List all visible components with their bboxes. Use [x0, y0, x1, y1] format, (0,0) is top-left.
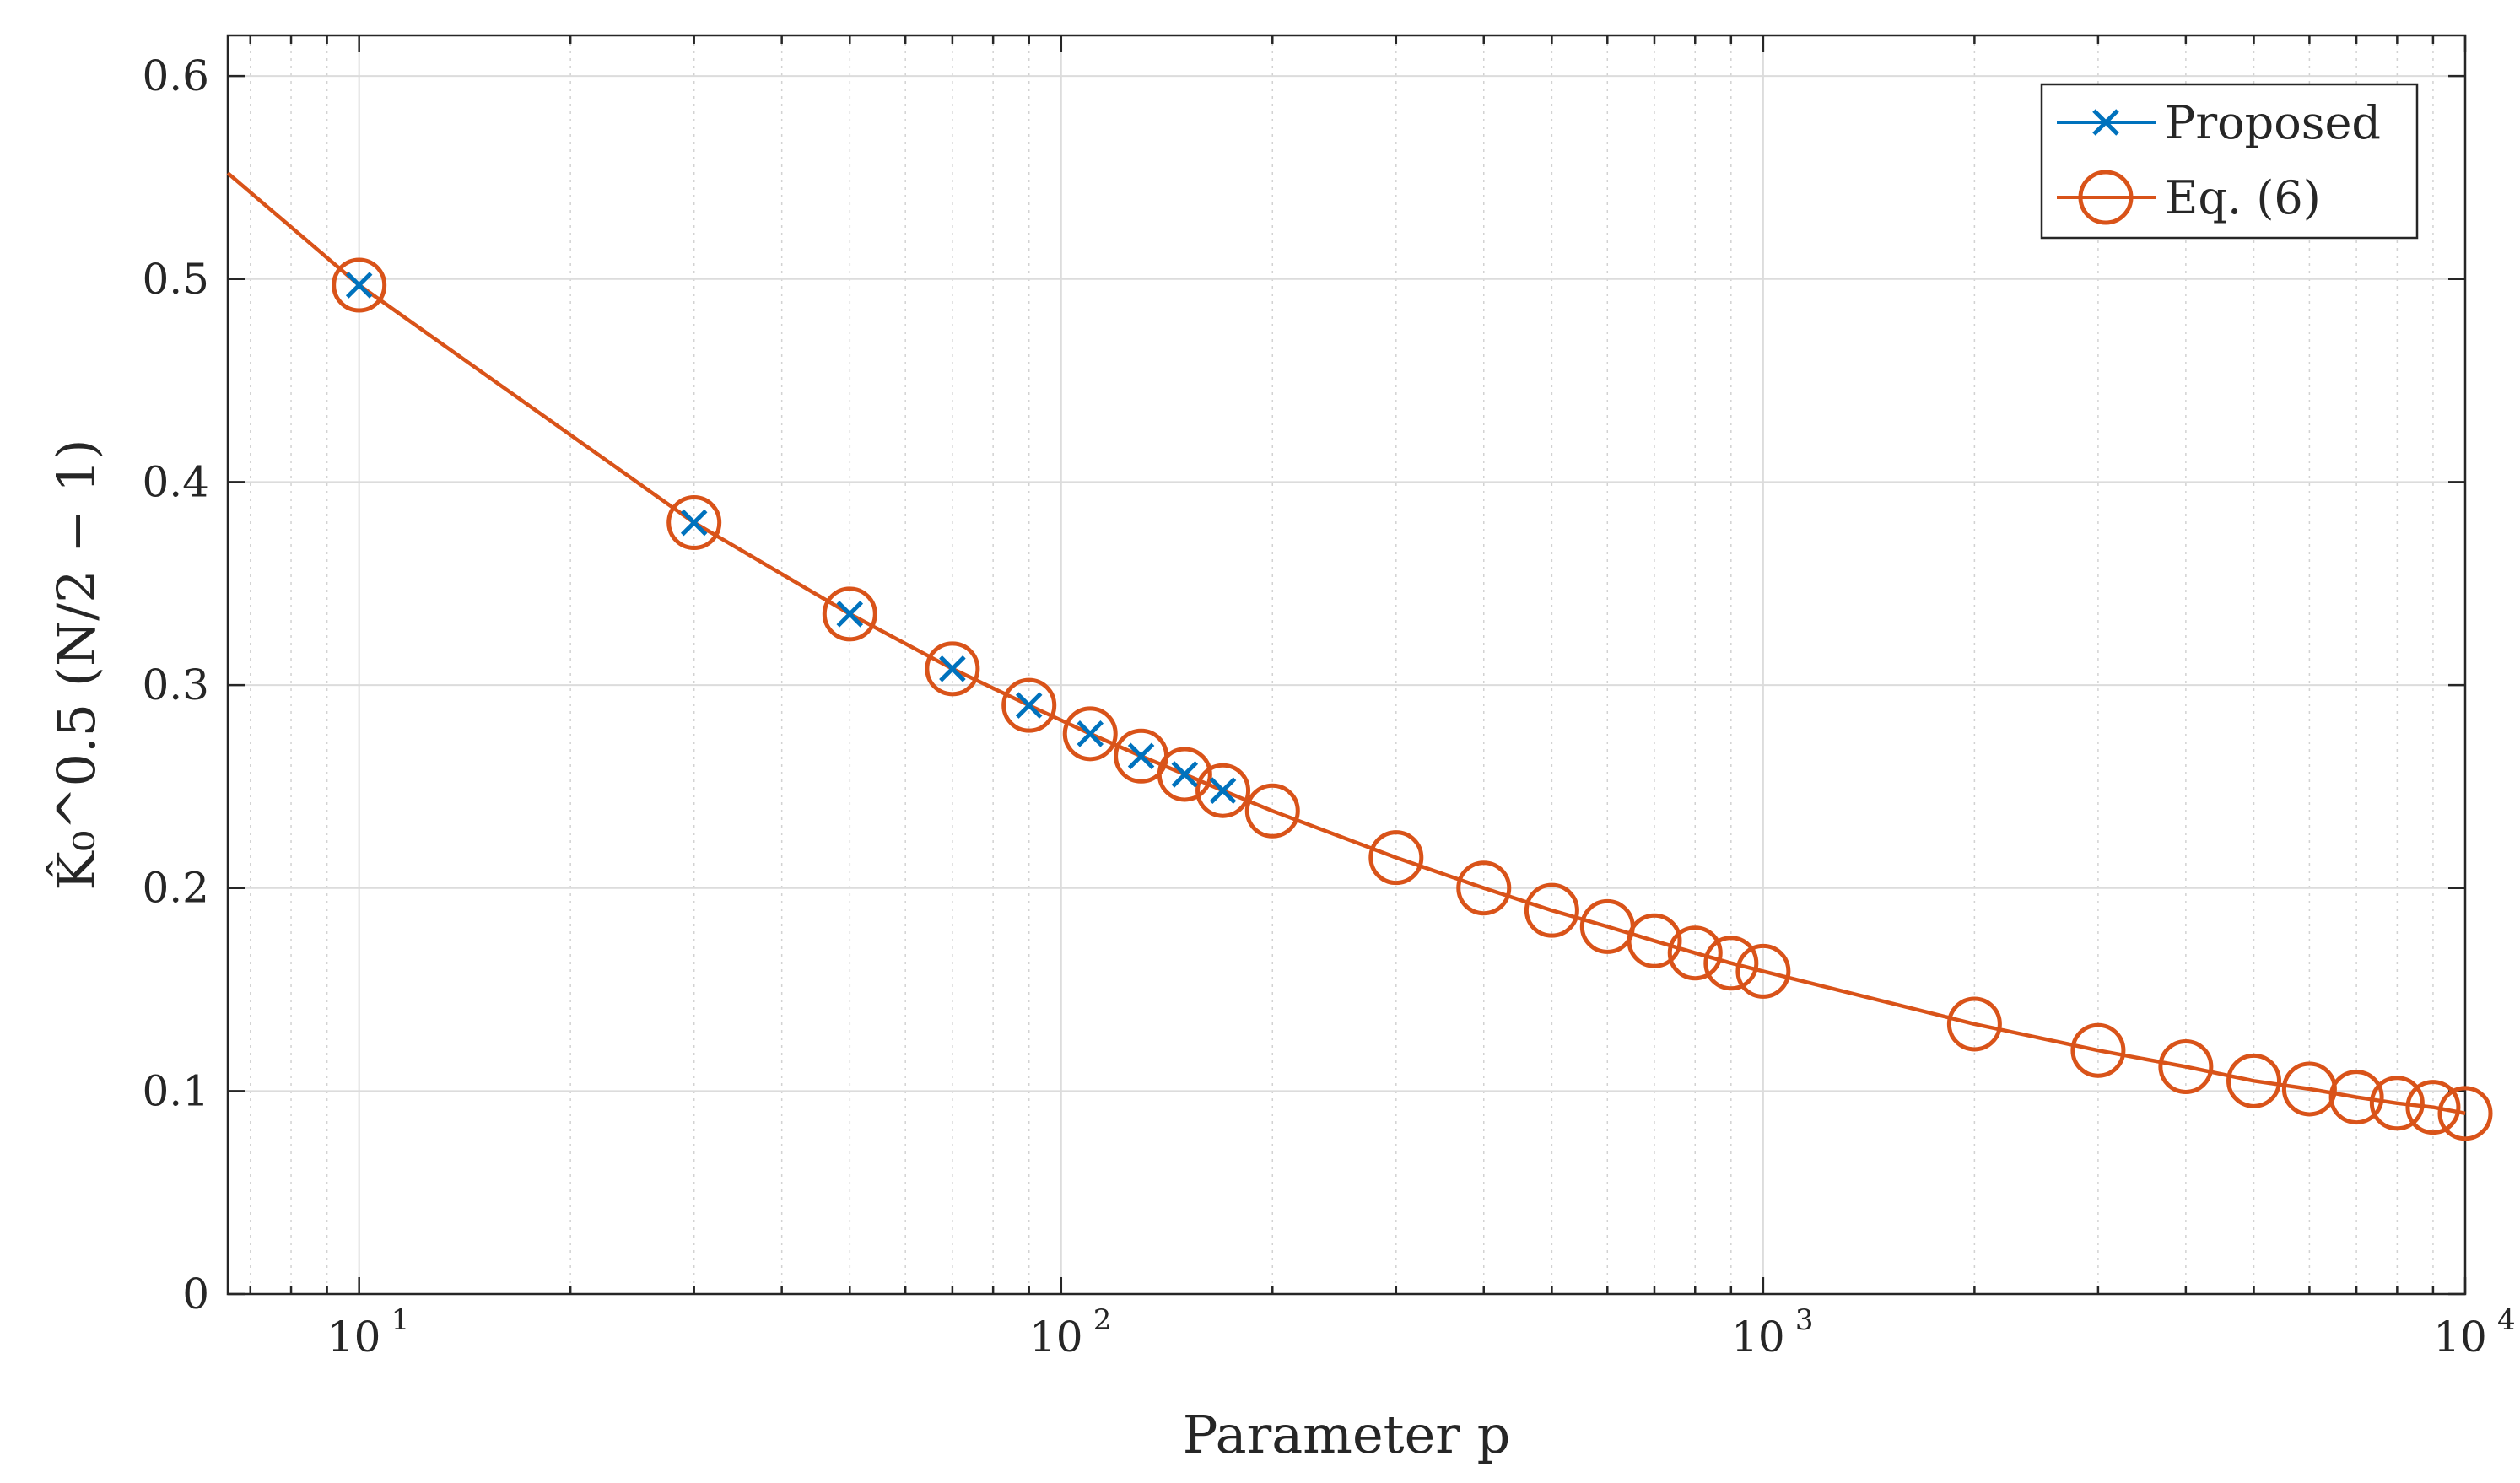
y-tick-label: 0.4	[142, 457, 209, 506]
data-point-eq6	[1195, 763, 1251, 818]
legend-label-proposed: Proposed	[2165, 96, 2381, 149]
data-point-eq6	[1244, 783, 1300, 839]
plot-area	[228, 35, 2465, 1294]
x-tick-label: 10	[1731, 1313, 1785, 1362]
data-point-eq6	[2281, 1061, 2337, 1117]
x-axis-tick-labels: 10 1 10 2 10 3 10 4	[327, 1303, 2516, 1362]
data-point-proposed	[1077, 720, 1104, 747]
plot-frame	[226, 34, 2467, 1296]
data-point-eq6	[2405, 1080, 2461, 1135]
x-tick-label: 10	[2433, 1313, 2487, 1362]
y-tick-label: 0.6	[142, 51, 209, 100]
y-axis-label: K̂₀^0.5 (N/2 − 1)	[46, 439, 107, 890]
data-point-eq6	[2437, 1086, 2493, 1141]
data-point-eq6	[1735, 943, 1791, 999]
data-point-proposed	[1015, 692, 1043, 719]
x-tick-label-exponent: 3	[1795, 1303, 1814, 1337]
legend-label-eq6: Eq. (6)	[2165, 171, 2321, 224]
data-point-eq6	[2226, 1053, 2282, 1108]
data-point-proposed	[680, 509, 708, 537]
y-tick-label: 0.3	[142, 661, 209, 709]
data-point-eq6	[1001, 677, 1057, 733]
data-point-eq6	[1946, 996, 2002, 1052]
data-point-eq6	[2158, 1038, 2214, 1094]
x-tick-label: 10	[1029, 1313, 1083, 1362]
x-tick-label-exponent: 1	[391, 1303, 410, 1337]
x-axis-label: Parameter p	[1183, 1404, 1511, 1465]
data-point-eq6	[1703, 936, 1759, 991]
data-point-eq6	[1667, 925, 1723, 981]
data-point-eq6	[1627, 913, 1682, 968]
data-point-eq6	[925, 641, 980, 697]
x-tick-label-exponent: 4	[2497, 1303, 2516, 1337]
data-point-eq6	[822, 586, 877, 642]
data-point-proposed	[1171, 761, 1199, 788]
series-layer	[226, 171, 2493, 1141]
legend-swatch-marker-proposed	[2092, 109, 2119, 136]
data-point-eq6	[1456, 860, 1512, 916]
data-point-proposed	[345, 272, 373, 299]
y-tick-label: 0.5	[142, 255, 209, 304]
data-point-eq6	[1062, 706, 1118, 762]
legend-box	[2040, 83, 2419, 240]
data-point-eq6	[1157, 747, 1212, 802]
legend: Proposed Eq. (6)	[2040, 83, 2419, 240]
y-tick-label: 0.1	[142, 1066, 209, 1115]
data-point-eq6	[332, 257, 387, 313]
legend-swatch-marker-eq6	[2078, 170, 2134, 225]
data-point-proposed	[836, 601, 864, 628]
data-point-eq6	[666, 495, 722, 551]
data-point-eq6	[1524, 882, 1579, 938]
y-tick-label: 0	[182, 1270, 209, 1319]
series-line-eq6	[226, 171, 2466, 1116]
data-point-proposed	[1209, 777, 1237, 804]
data-point-proposed	[1127, 742, 1155, 770]
data-point-eq6	[2369, 1076, 2425, 1131]
data-point-eq6	[2328, 1070, 2384, 1125]
data-point-eq6	[1368, 830, 1424, 886]
y-tick-label: 0.2	[142, 864, 209, 913]
y-axis-tick-labels: 0 0.1 0.2 0.3 0.4 0.5 0.6	[142, 51, 209, 1319]
data-point-eq6	[2070, 1022, 2126, 1078]
x-tick-label: 10	[327, 1313, 381, 1362]
x-tick-label-exponent: 2	[1093, 1303, 1112, 1337]
grid	[228, 35, 2465, 1294]
data-point-proposed	[939, 655, 966, 682]
